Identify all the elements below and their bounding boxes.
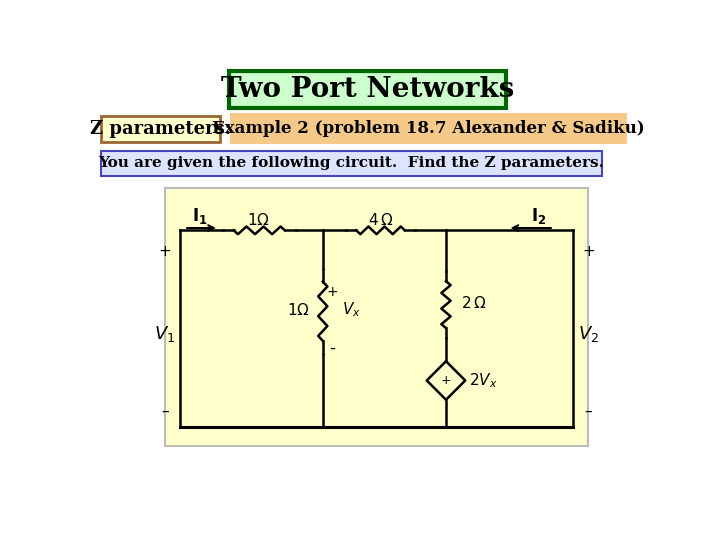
- Text: Example 2 (problem 18.7 Alexander & Sadiku): Example 2 (problem 18.7 Alexander & Sadi…: [212, 120, 645, 137]
- Text: $1\Omega$: $1\Omega$: [248, 212, 270, 227]
- Text: $4\,\Omega$: $4\,\Omega$: [368, 212, 393, 227]
- Text: –: –: [585, 404, 593, 419]
- Text: $V_1$: $V_1$: [154, 325, 176, 345]
- Text: –: –: [161, 404, 168, 419]
- Text: $\mathbf{I_2}$: $\mathbf{I_2}$: [531, 206, 546, 226]
- Text: +: +: [158, 244, 171, 259]
- Text: +: +: [326, 285, 338, 299]
- Text: +: +: [582, 244, 595, 259]
- Text: $1\Omega$: $1\Omega$: [287, 302, 310, 318]
- Text: You are given the following circuit.  Find the Z parameters.: You are given the following circuit. Fin…: [99, 157, 604, 170]
- Text: Two Port Networks: Two Port Networks: [221, 76, 514, 103]
- Text: $\mathbf{I_1}$: $\mathbf{I_1}$: [192, 206, 207, 226]
- Bar: [101, 116, 220, 142]
- Text: +: +: [441, 374, 451, 387]
- Bar: [230, 113, 627, 144]
- Text: $2\,\Omega$: $2\,\Omega$: [462, 295, 487, 312]
- Bar: [229, 71, 506, 108]
- Text: Z parameters:: Z parameters:: [90, 120, 231, 138]
- Text: -: -: [329, 339, 335, 357]
- Text: $V_2$: $V_2$: [578, 325, 599, 345]
- Text: $V_x$: $V_x$: [342, 300, 361, 319]
- Text: $2V_x$: $2V_x$: [469, 371, 498, 390]
- Bar: [101, 151, 601, 176]
- Bar: [165, 188, 588, 446]
